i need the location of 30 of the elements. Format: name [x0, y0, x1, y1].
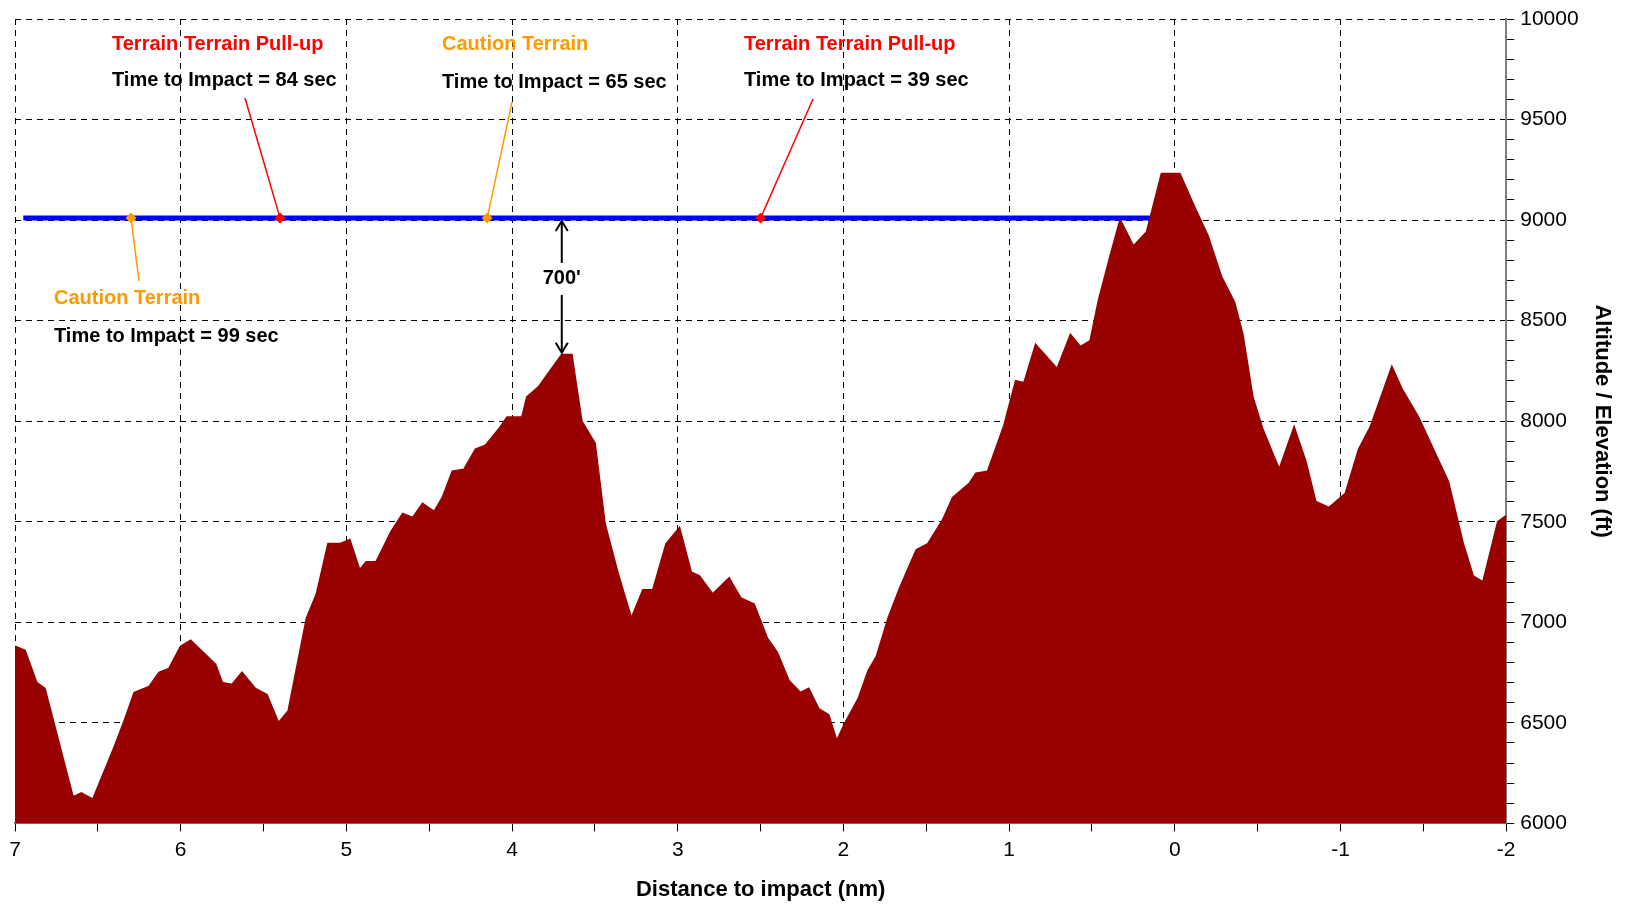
x-tick-label: 2 [837, 836, 850, 860]
annotation: Time to Impact = 99 sec [54, 323, 279, 346]
x-tick-label: 7 [9, 836, 21, 860]
annotation: Time to Impact = 39 sec [744, 67, 969, 90]
annotation: Terrain Terrain Pull-up [744, 31, 956, 54]
y-tick-label: 7000 [1520, 609, 1567, 633]
annotation: Time to Impact = 65 sec [442, 69, 667, 92]
x-tick-label: 4 [506, 836, 519, 860]
x-tick-label: 0 [1168, 836, 1181, 860]
x-tick-label: 3 [671, 836, 684, 860]
x-tick-label: 6 [174, 836, 187, 860]
y-tick-label: 9500 [1520, 106, 1567, 130]
annotation: Time to Impact = 84 sec [112, 67, 337, 90]
annotation: Caution Terrain [442, 31, 589, 54]
annotation: Terrain Terrain Pull-up [112, 31, 324, 54]
y-tick-label: 9000 [1520, 206, 1567, 230]
y-tick-label: 8000 [1520, 408, 1567, 431]
y-tick-label: 10000 [1520, 5, 1579, 29]
annotation: Caution Terrain [54, 285, 201, 308]
x-tick-label: -2 [1496, 836, 1516, 860]
x-axis-title: Distance to impact (nm) [635, 875, 886, 901]
y-tick-label: 8500 [1520, 307, 1567, 331]
x-tick-label: -1 [1331, 836, 1350, 860]
annotation: 700' [542, 266, 581, 289]
y-axis-title: Altitude / Elevation (ft) [1590, 304, 1616, 538]
y-tick-label: 7500 [1520, 508, 1567, 532]
x-tick-label: 5 [340, 836, 353, 860]
x-tick-label: 1 [1003, 836, 1015, 860]
y-tick-label: 6000 [1520, 810, 1567, 834]
y-tick-label: 6500 [1520, 709, 1567, 733]
